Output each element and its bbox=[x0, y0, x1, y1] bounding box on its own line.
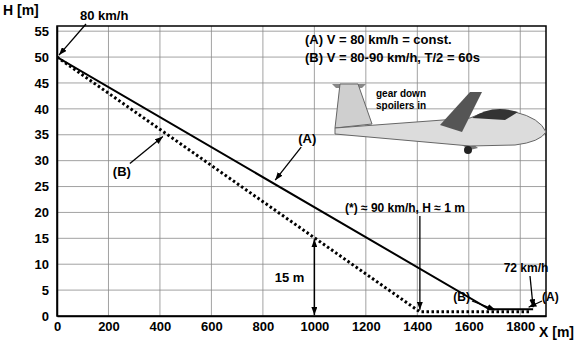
y-grid-line bbox=[57, 82, 546, 83]
annotation-arrow bbox=[530, 276, 533, 307]
tick-label: 55 bbox=[35, 24, 49, 39]
y-grid-line bbox=[57, 238, 546, 239]
y-grid-line bbox=[57, 31, 546, 32]
x-grid-line bbox=[108, 26, 109, 316]
dimension-arrow bbox=[314, 239, 316, 315]
x-grid-line bbox=[211, 26, 212, 316]
tick: 45 bbox=[35, 76, 57, 91]
y-grid-line bbox=[57, 290, 546, 291]
tick: 15 bbox=[35, 231, 57, 246]
annotation: spoilers in bbox=[376, 100, 426, 111]
tick-label: 15 bbox=[35, 231, 49, 246]
grid bbox=[57, 26, 546, 316]
y-grid-line bbox=[57, 160, 546, 161]
x-grid-line bbox=[314, 26, 315, 316]
tick: 50 bbox=[35, 50, 57, 65]
tick-label: 400 bbox=[150, 319, 172, 334]
annotation-arrow bbox=[419, 216, 420, 310]
y-axis-title: H [m] bbox=[3, 2, 39, 18]
tick-label: 5 bbox=[42, 283, 49, 298]
tick: 0 bbox=[54, 316, 61, 334]
tick: 400 bbox=[150, 316, 172, 334]
tick-label: 1600 bbox=[455, 319, 484, 334]
tick-label: 1800 bbox=[506, 319, 535, 334]
plot-frame bbox=[57, 26, 546, 316]
plot-area bbox=[57, 57, 533, 312]
tick: 40 bbox=[35, 102, 57, 117]
tick: 1400 bbox=[403, 316, 432, 334]
chart-container: 0 200 400 600 800 1000 1200 1400 1600 1800 0 5 10 15 2… bbox=[0, 0, 576, 343]
series-label: (A) bbox=[298, 131, 316, 146]
x-axis-title: X [m] bbox=[539, 324, 574, 340]
annotation: (B) bbox=[453, 290, 470, 304]
x-axis-line bbox=[58, 316, 547, 318]
annotation: (A) V = 80 km/h = const. bbox=[305, 32, 452, 47]
dimension-label: 15 m bbox=[275, 270, 305, 285]
glider-illustration bbox=[332, 84, 546, 154]
tick-label: 600 bbox=[201, 319, 223, 334]
annotation: (*) ≈ 90 km/h, H ≈ 1 m bbox=[345, 201, 465, 215]
annotation: 80 km/h bbox=[80, 8, 128, 23]
tick-label: 30 bbox=[35, 153, 49, 168]
y-grid-line bbox=[57, 212, 546, 213]
tick-label: 200 bbox=[98, 319, 120, 334]
annotation-arrow bbox=[59, 24, 86, 55]
tick: 5 bbox=[42, 283, 57, 298]
tick: 1800 bbox=[506, 316, 535, 334]
tick-label: 40 bbox=[35, 102, 49, 117]
y-grid-line bbox=[57, 186, 546, 187]
tick-label: 1200 bbox=[352, 319, 381, 334]
x-grid-line bbox=[262, 26, 263, 316]
y-grid-line bbox=[57, 264, 546, 265]
x-grid-line bbox=[159, 26, 160, 316]
tick-label: 50 bbox=[35, 50, 49, 65]
tick-label: 1000 bbox=[300, 319, 329, 334]
tick: 200 bbox=[98, 316, 120, 334]
tick-label: 1400 bbox=[403, 319, 432, 334]
annotation: (B) V = 80-90 km/h, T/2 = 60s bbox=[305, 50, 480, 65]
annotations: 80 km/h (A) V = 80 km/h = const. (B) V = 8… bbox=[59, 8, 559, 315]
annotation-arrow bbox=[472, 301, 495, 310]
tick: 1000 bbox=[300, 316, 329, 334]
tick: 800 bbox=[253, 316, 275, 334]
tick: 10 bbox=[35, 257, 57, 272]
tick: 35 bbox=[35, 127, 57, 142]
tick-label: 0 bbox=[54, 319, 61, 334]
series-label: (B) bbox=[113, 164, 131, 179]
series-line bbox=[57, 57, 533, 309]
tick-label: 25 bbox=[35, 179, 49, 194]
tick-label: 35 bbox=[35, 127, 49, 142]
tick-label: 45 bbox=[35, 76, 49, 91]
y-axis-line bbox=[57, 27, 59, 317]
tick: 30 bbox=[35, 153, 57, 168]
x-grid-line bbox=[468, 26, 469, 316]
tick: 55 bbox=[35, 24, 57, 39]
series-label-arrow bbox=[130, 137, 163, 164]
x-axis: 0 200 400 600 800 1000 1200 1400 1600 1800 bbox=[54, 316, 547, 334]
y-axis: 0 5 10 15 20 25 30 35 40 45 50 55 bbox=[35, 24, 58, 324]
tick: 600 bbox=[201, 316, 223, 334]
tick-label: 800 bbox=[253, 319, 275, 334]
tick-label: 20 bbox=[35, 205, 49, 220]
series-label-arrow bbox=[275, 147, 301, 180]
tick: 1200 bbox=[352, 316, 381, 334]
series-line bbox=[57, 57, 531, 312]
chart-svg: 0 200 400 600 800 1000 1200 1400 1600 1800 0 5 10 15 2… bbox=[0, 0, 576, 343]
tick: 1600 bbox=[455, 316, 484, 334]
annotation: gear down bbox=[376, 88, 426, 99]
annotation: 72 km/h bbox=[504, 261, 549, 275]
tick: 25 bbox=[35, 179, 57, 194]
tick: 0 bbox=[42, 309, 57, 324]
annotation: (A) bbox=[542, 290, 559, 304]
tick-label: 10 bbox=[35, 257, 49, 272]
annotation-arrow bbox=[529, 301, 542, 307]
x-grid-line bbox=[417, 26, 418, 316]
tick-label: 0 bbox=[42, 309, 49, 324]
tick: 20 bbox=[35, 205, 57, 220]
